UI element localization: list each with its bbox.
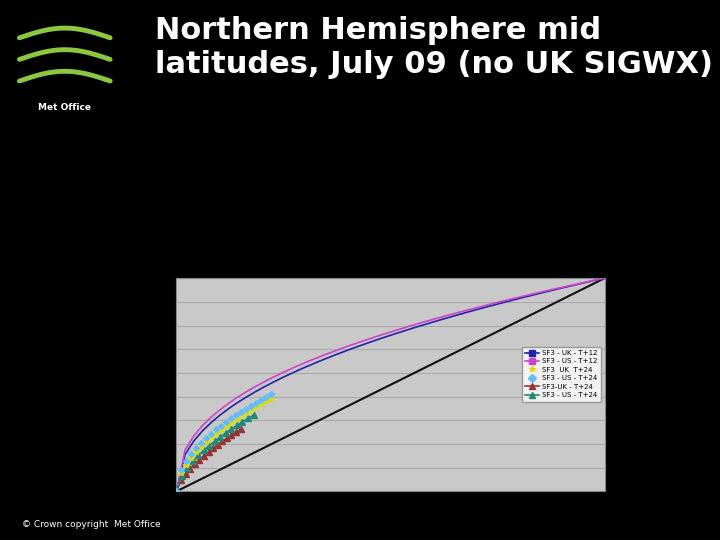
Text: Met Office: Met Office [38,104,91,112]
Text: © Crown copyright  Met Office: © Crown copyright Met Office [22,520,161,529]
Text: Northern Hemisphere mid
latitudes, July 09 (no UK SIGWX): Northern Hemisphere mid latitudes, July … [155,16,713,79]
Legend: SF3 - UK - T+12, SF3 - US - T+12, SF3  UK  T+24, SF3 - US - T+24, SF3-UK - T+24,: SF3 - UK - T+12, SF3 - US - T+12, SF3 UK… [521,347,601,402]
